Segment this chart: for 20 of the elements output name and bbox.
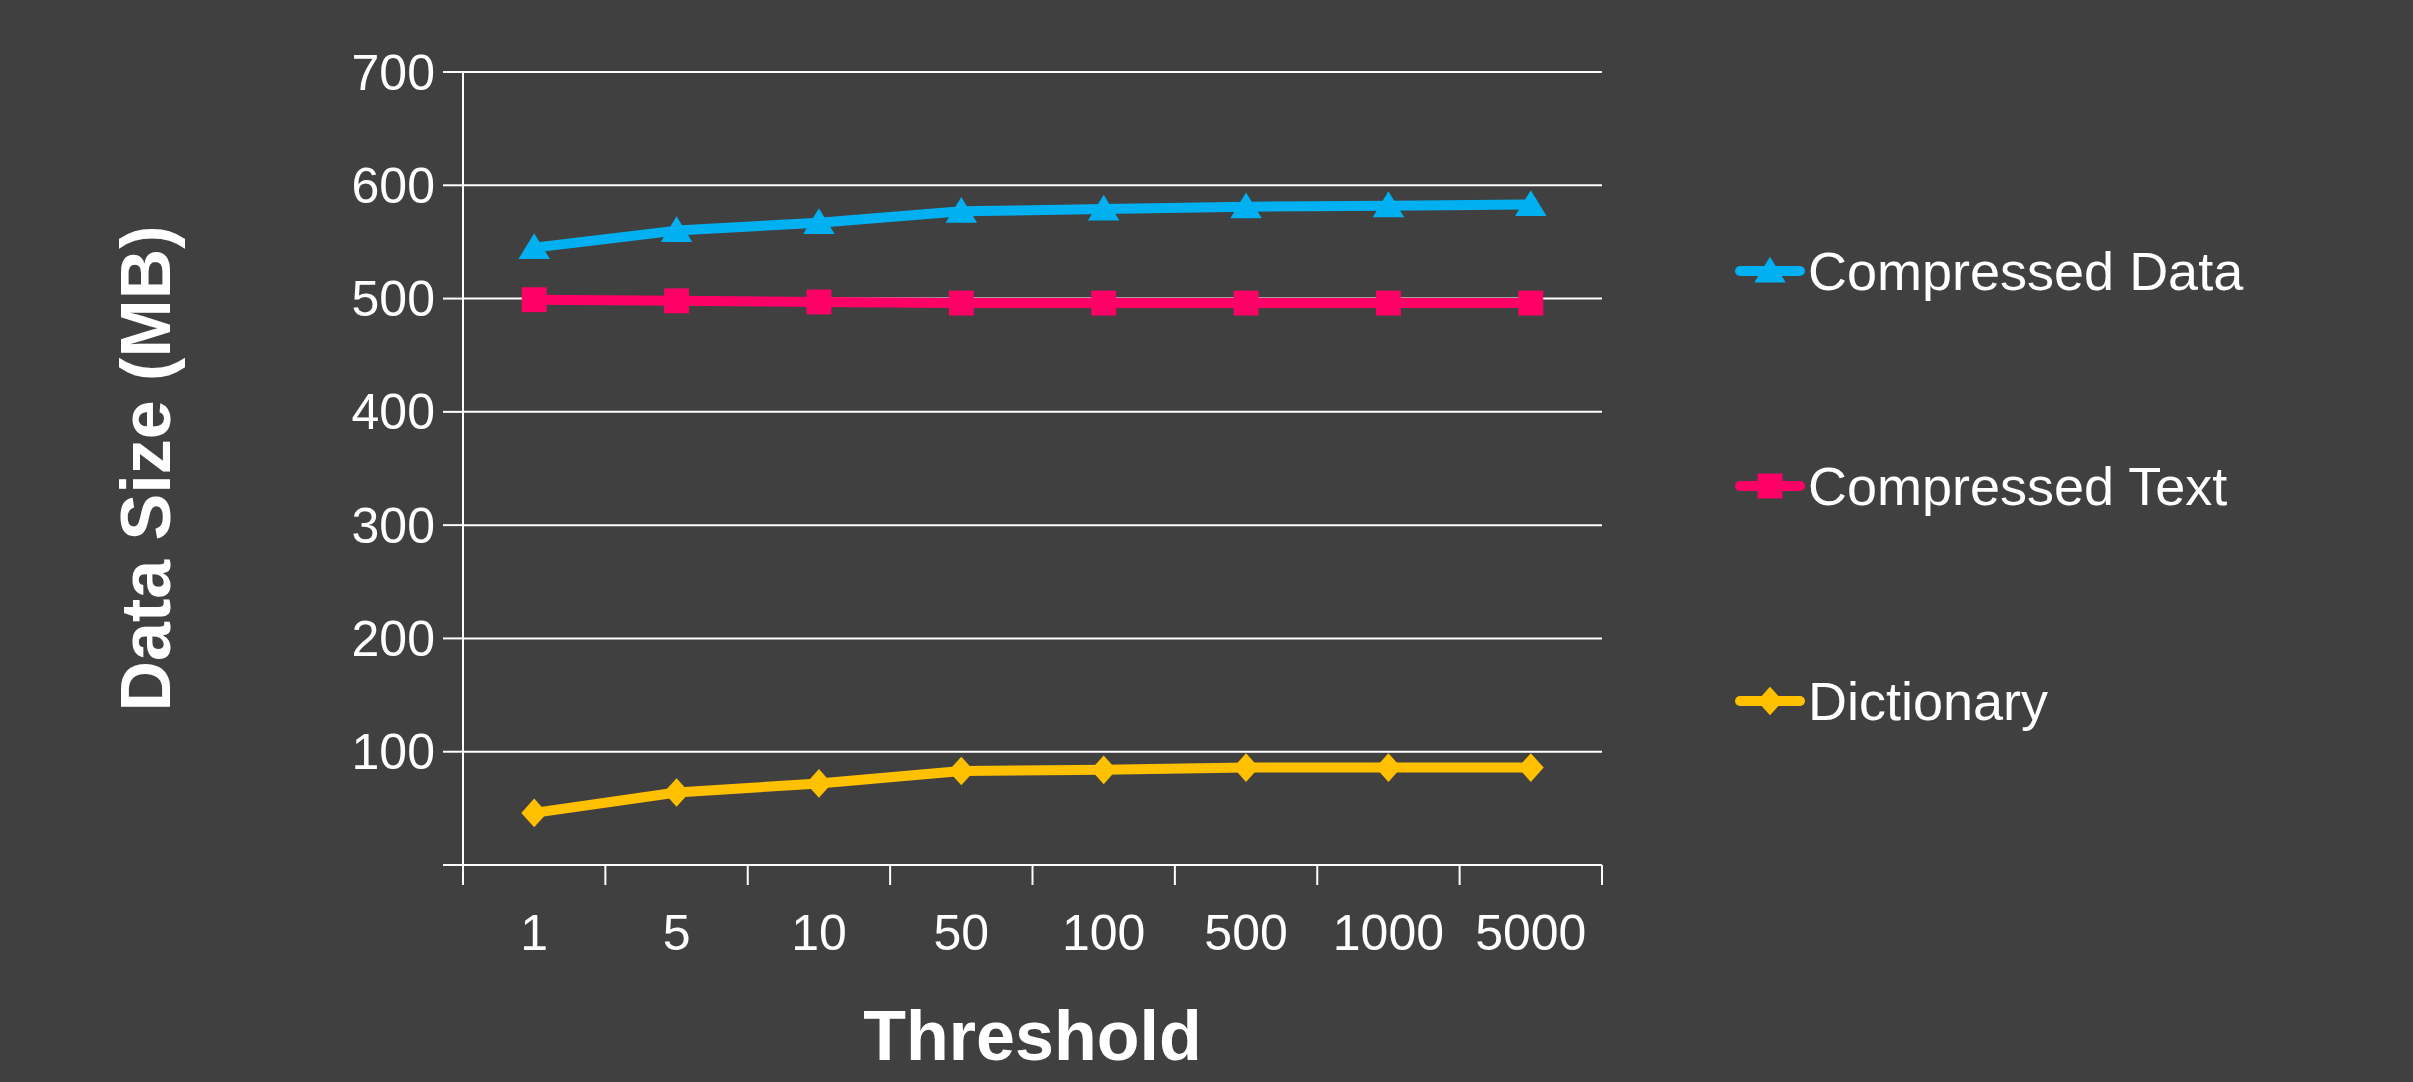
y-tick-label: 100: [351, 724, 435, 781]
x-axis-title: Threshold: [863, 997, 1202, 1075]
x-tick-label: 5: [662, 905, 691, 961]
x-tick-label: 5000: [1475, 905, 1587, 961]
y-tick-label: 300: [351, 497, 435, 554]
y-tick-label: 500: [351, 271, 435, 328]
y-tick-label: 200: [351, 610, 435, 667]
y-tick-label: 600: [351, 157, 435, 214]
legend-label: Dictionary: [1808, 670, 2049, 731]
legend-label: Compressed Data: [1808, 240, 2245, 301]
x-tick-label: 500: [1204, 905, 1288, 961]
legend-label: Compressed Text: [1808, 455, 2228, 516]
x-tick-label: 10: [791, 905, 847, 961]
x-tick-label: 1: [520, 905, 549, 961]
y-axis-title: Data Size (MB): [107, 225, 185, 712]
x-tick-label: 100: [1061, 905, 1146, 961]
y-tick-label: 700: [351, 44, 435, 101]
x-tick-label: 1000: [1332, 905, 1445, 961]
y-tick-label: 400: [351, 384, 435, 441]
x-tick-label: 50: [933, 905, 990, 961]
